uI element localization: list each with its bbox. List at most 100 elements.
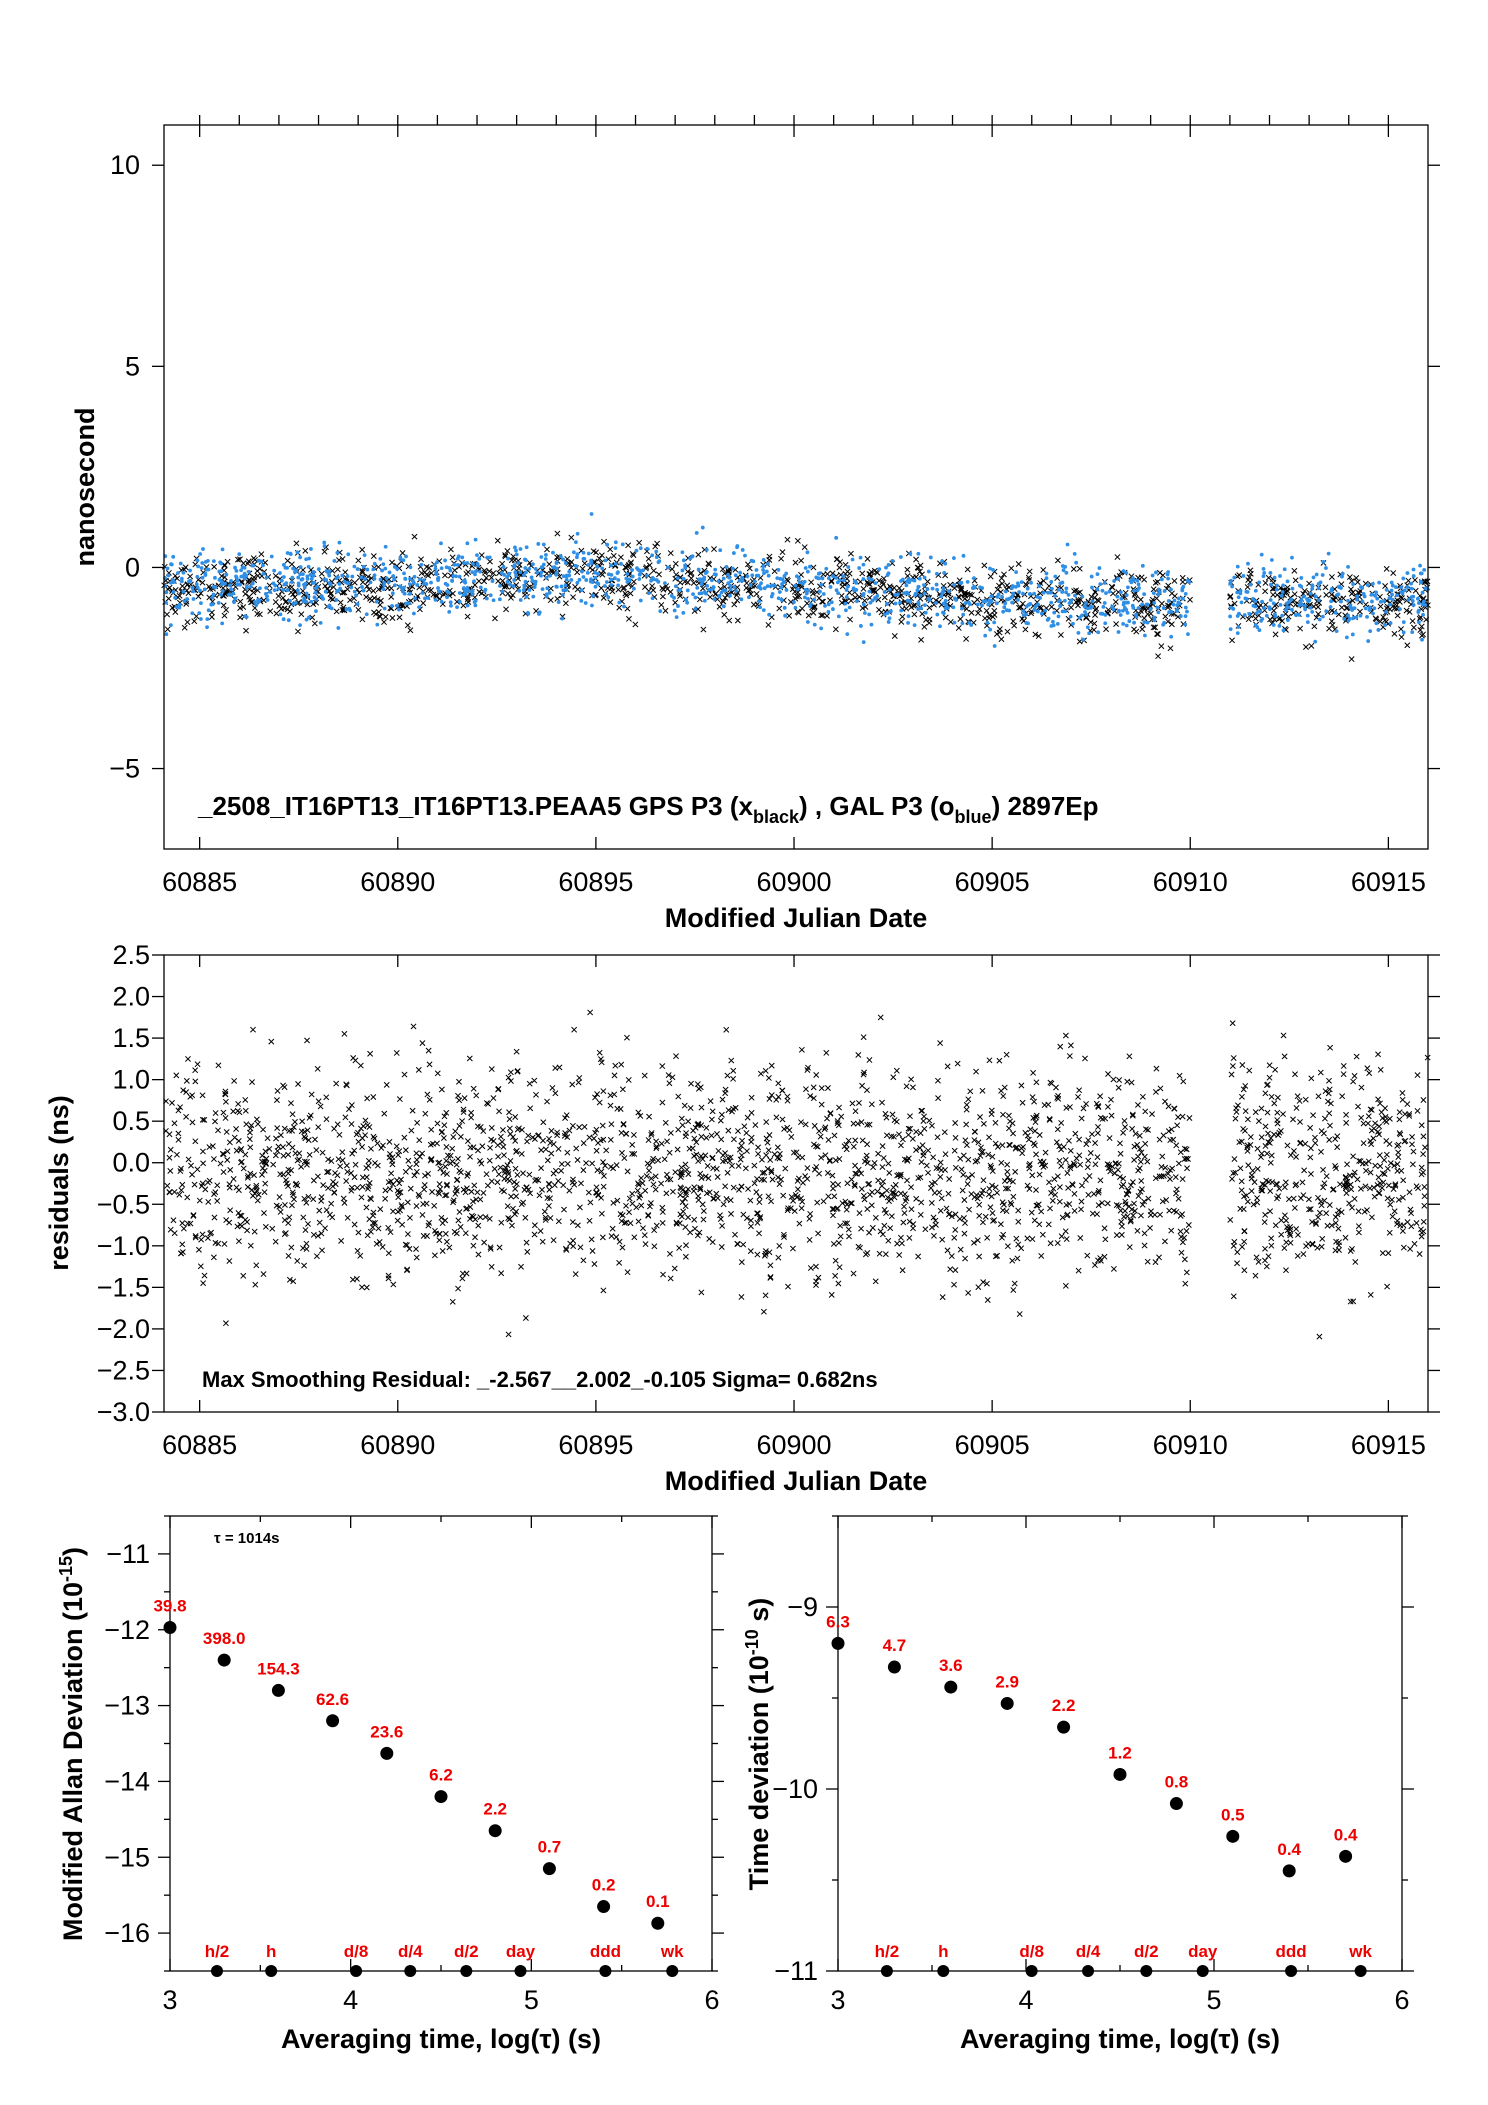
scatter-point <box>457 599 462 604</box>
scatter-point <box>548 573 552 578</box>
scatter-point <box>790 1197 797 1204</box>
scatter-point <box>1091 626 1097 633</box>
scatter-point <box>1269 585 1276 592</box>
scatter-point <box>453 1161 460 1168</box>
scatter-point <box>1326 1077 1332 1084</box>
scatter-point <box>455 605 459 609</box>
scatter-point <box>1364 1065 1371 1072</box>
scatter-point <box>909 1084 916 1091</box>
scatter-point <box>601 538 607 545</box>
scatter-point <box>451 567 458 574</box>
scatter-point <box>1016 1311 1023 1317</box>
scatter-point <box>1383 623 1387 627</box>
scatter-point <box>907 1125 914 1132</box>
scatter-point <box>1006 1177 1013 1184</box>
scatter-point <box>1318 1148 1324 1155</box>
scatter-point <box>433 598 438 602</box>
scatter-point <box>290 591 297 598</box>
scatter-point <box>433 591 440 598</box>
scatter-point <box>610 552 617 559</box>
scatter-point <box>954 1060 961 1067</box>
scatter-point <box>1150 586 1157 593</box>
scatter-point <box>751 1162 758 1169</box>
scatter-point <box>180 1087 187 1094</box>
scatter-point <box>871 1160 878 1166</box>
scatter-point <box>437 1165 444 1172</box>
scatter-point <box>609 563 613 568</box>
scatter-point <box>1165 1128 1172 1135</box>
scatter-point <box>307 556 311 561</box>
scatter-point <box>309 576 314 581</box>
scatter-point <box>931 1189 938 1196</box>
scatter-point <box>314 1065 321 1072</box>
scatter-point <box>222 1320 229 1327</box>
scatter-point <box>404 554 408 559</box>
scatter-point <box>298 623 302 628</box>
scatter-point <box>1006 1141 1013 1148</box>
scatter-point <box>272 1238 279 1245</box>
scatter-point <box>348 1102 355 1109</box>
scatter-point <box>457 574 462 579</box>
scatter-point <box>1162 613 1169 620</box>
scatter-point <box>276 603 283 609</box>
scatter-point <box>1112 579 1117 583</box>
scatter-point <box>564 1160 571 1167</box>
scatter-point <box>407 1185 414 1192</box>
scatter-point <box>347 606 352 611</box>
scatter-point <box>1029 580 1033 585</box>
scatter-point <box>1015 561 1022 567</box>
scatter-point <box>306 594 311 599</box>
scatter-point <box>256 611 263 618</box>
scatter-point <box>237 552 242 557</box>
scatter-point <box>733 592 740 599</box>
scatter-point <box>1279 593 1284 598</box>
scatter-point <box>1322 584 1329 591</box>
scatter-point <box>713 1190 720 1197</box>
scatter-point <box>365 1157 372 1164</box>
scatter-point <box>285 565 290 570</box>
scatter-point <box>561 557 566 562</box>
scatter-point <box>1154 570 1158 575</box>
scatter-point <box>1253 588 1258 593</box>
scatter-point <box>342 579 347 584</box>
scatter-point <box>947 618 954 625</box>
scatter-point <box>613 546 618 551</box>
scatter-point <box>240 604 247 610</box>
scatter-point <box>1024 1235 1031 1242</box>
scatter-point <box>864 580 871 587</box>
scatter-point <box>436 1181 443 1188</box>
scatter-point <box>1074 560 1079 565</box>
scatter-point <box>171 554 176 559</box>
scatter-point <box>588 1236 595 1243</box>
scatter-point <box>474 1123 481 1130</box>
scatter-point <box>1125 611 1130 615</box>
scatter-point <box>600 1088 607 1095</box>
scatter-point <box>431 1252 438 1259</box>
scatter-point <box>184 619 191 626</box>
scatter-point <box>852 579 857 584</box>
scatter-point <box>680 550 685 555</box>
scatter-point <box>266 1145 273 1152</box>
scatter-point <box>858 1186 865 1192</box>
scatter-point <box>1351 1072 1358 1079</box>
scatter-point <box>1064 590 1068 595</box>
scatter-point <box>187 573 194 580</box>
scatter-point <box>1108 1096 1114 1103</box>
scatter-point <box>302 1227 309 1233</box>
scatter-point <box>1054 1126 1061 1133</box>
scatter-point <box>337 540 342 545</box>
scatter-point <box>1284 1142 1291 1149</box>
scatter-point <box>1361 592 1366 596</box>
scatter-point <box>1374 621 1379 626</box>
scatter-point <box>403 577 408 581</box>
scatter-point <box>818 1154 825 1161</box>
scatter-point <box>627 1220 634 1227</box>
scatter-point <box>411 1172 418 1179</box>
scatter-point <box>259 1152 266 1159</box>
scatter-point <box>261 571 266 576</box>
scatter-point <box>212 1118 218 1125</box>
scatter-point <box>1379 1170 1386 1177</box>
scatter-point <box>976 1212 983 1219</box>
scatter-point <box>238 582 242 587</box>
scatter-point <box>460 555 465 560</box>
